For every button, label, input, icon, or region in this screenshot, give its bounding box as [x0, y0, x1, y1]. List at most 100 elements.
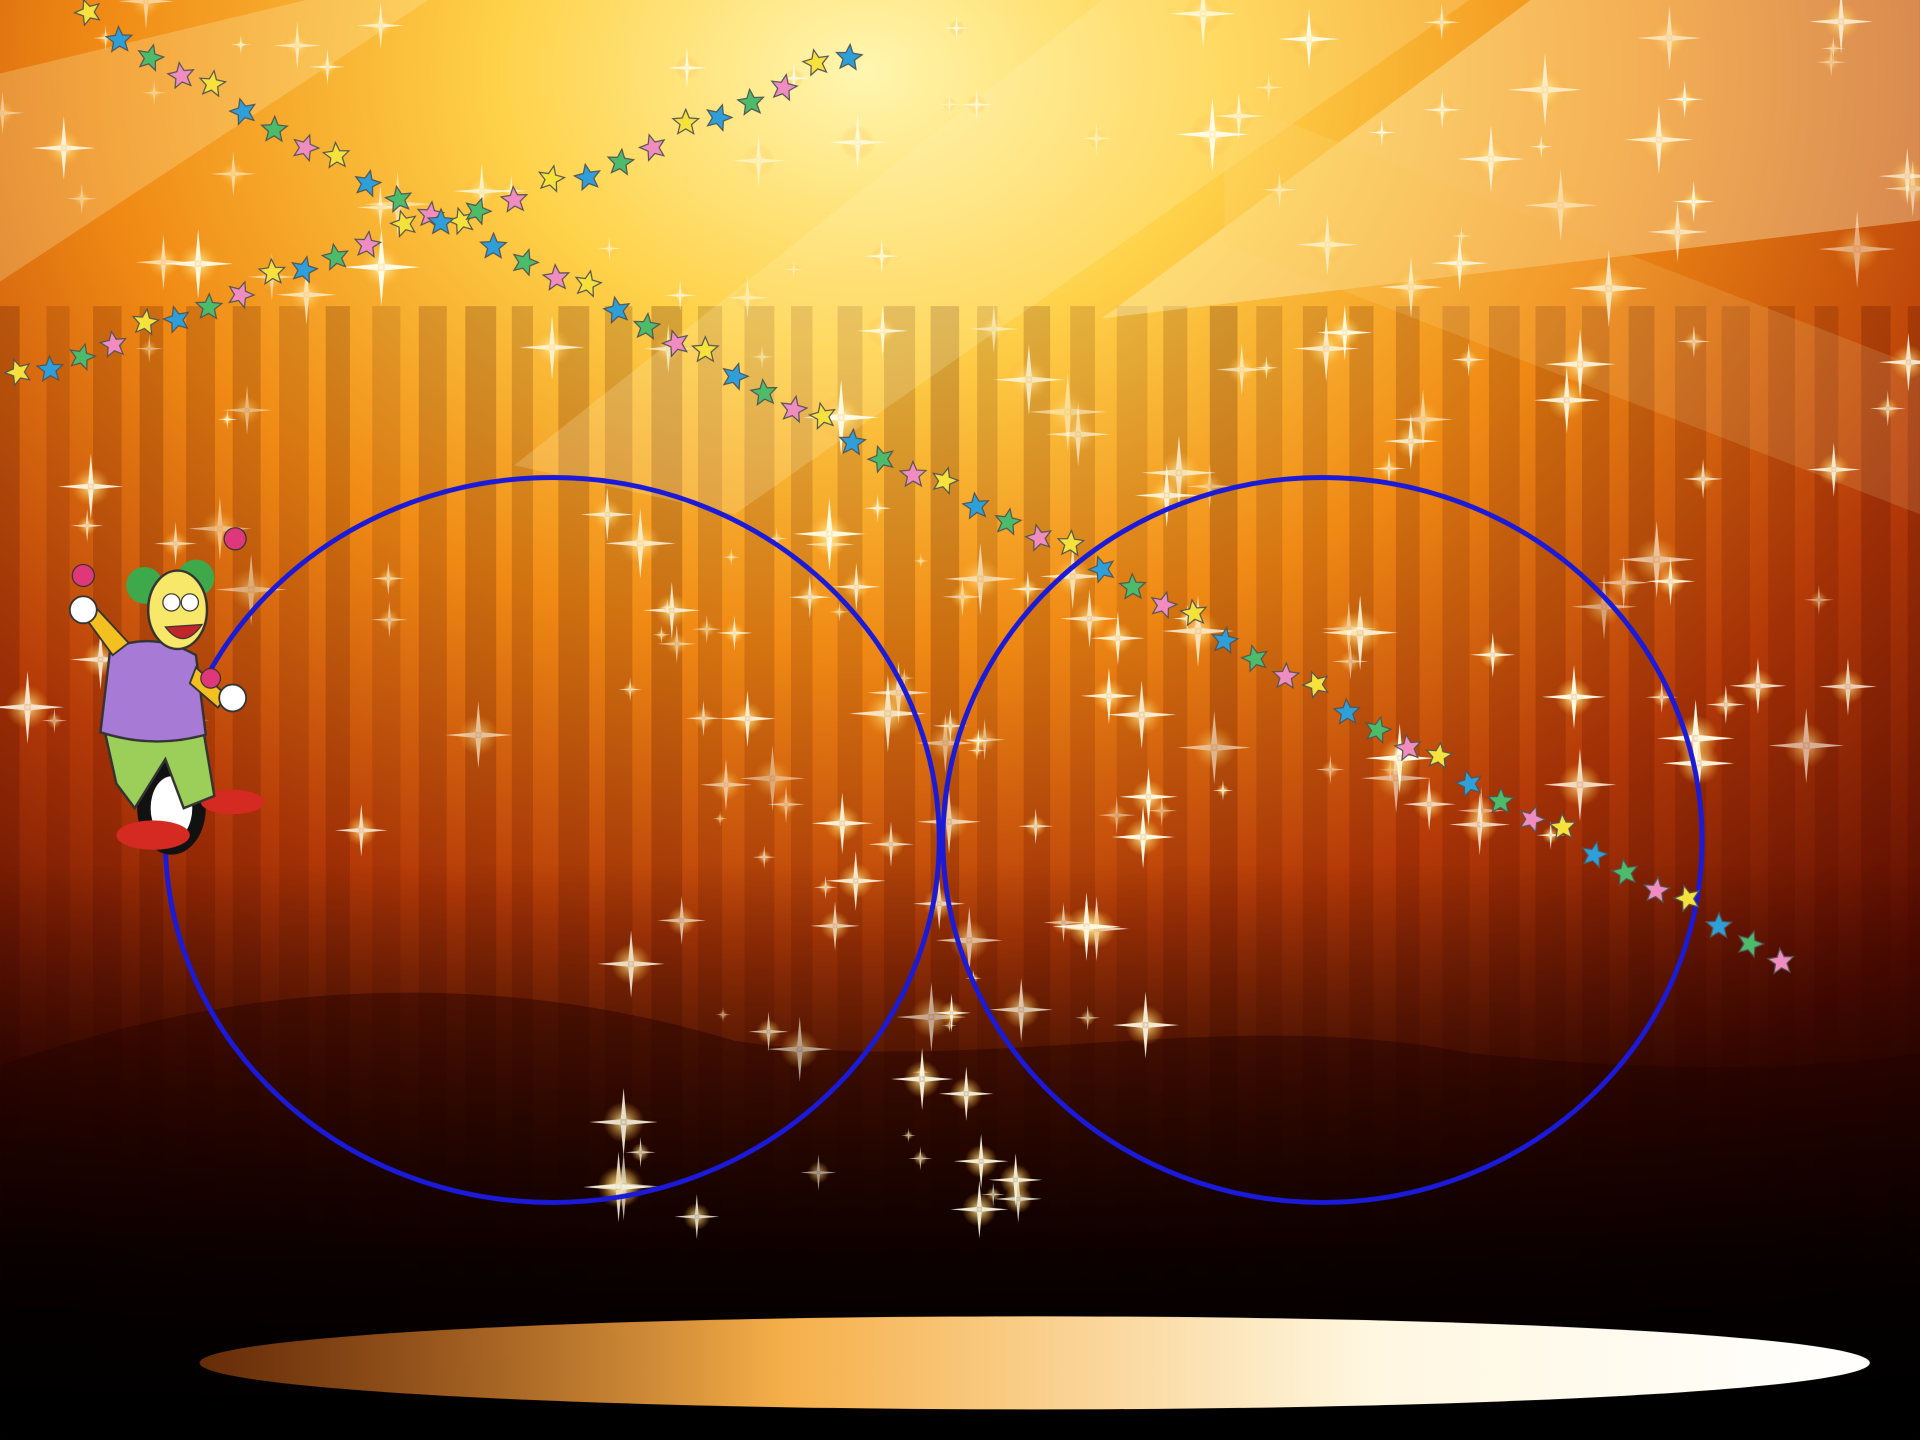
- sparkle-glow: [146, 245, 181, 280]
- sparkle-glow: [867, 315, 899, 347]
- sparkle-glow: [971, 744, 983, 757]
- sparkle-ray: [1422, 90, 1462, 130]
- sparkle-ray: [722, 548, 740, 566]
- shoe: [116, 820, 190, 850]
- sparkle-ray: [58, 453, 124, 520]
- garland-star: [1454, 769, 1483, 798]
- sparkle-glow: [1673, 88, 1696, 111]
- sparkle-glow: [366, 193, 395, 222]
- sparkle: [1254, 355, 1279, 380]
- sparkle-ray: [1212, 779, 1234, 801]
- sparkle: [829, 602, 849, 622]
- sparkle: [867, 821, 914, 868]
- sparkle-glow: [1131, 779, 1166, 815]
- garland-star: [537, 164, 567, 193]
- sparkle: [1624, 105, 1694, 175]
- sparkle-ray: [1090, 611, 1146, 666]
- sparkle-glow: [756, 1019, 781, 1044]
- sparkle-glow: [864, 690, 912, 737]
- sparkle: [1806, 442, 1861, 497]
- sparkle: [141, 80, 167, 106]
- sparkle-ray: [0, 670, 65, 744]
- sparkle: [1379, 256, 1443, 319]
- sparkle: [1111, 805, 1175, 869]
- sparkle-glow: [1542, 826, 1560, 844]
- sparkle-glow: [1105, 803, 1128, 827]
- sparkle: [1665, 80, 1704, 119]
- sparkle-ray: [1665, 80, 1704, 119]
- sparkle-glow: [840, 124, 876, 160]
- sparkle-ray: [1803, 584, 1834, 615]
- sparkle-ray: [66, 183, 98, 215]
- sparkle-ray: [969, 304, 1019, 354]
- sparkle-ray: [716, 615, 753, 651]
- sparkle: [1169, 0, 1237, 48]
- sparkle-ray: [1368, 119, 1396, 146]
- garland-star: [292, 133, 321, 163]
- sparkle: [1597, 556, 1651, 610]
- sparkle-ray: [1134, 463, 1199, 528]
- sparkle-glow: [5, 685, 50, 730]
- sparkle-ray: [222, 385, 272, 435]
- sparkle-ray: [993, 344, 1065, 416]
- sparkle-glow: [1091, 678, 1126, 713]
- sparkle-glow: [1809, 590, 1828, 609]
- mouth: [164, 623, 204, 640]
- garland-star: [194, 292, 224, 320]
- sparkle-glow: [710, 769, 742, 801]
- sparkle-glow: [1430, 98, 1454, 122]
- sparkle: [217, 409, 238, 430]
- sparkle-glow: [1833, 225, 1881, 273]
- sparkle: [1636, 5, 1702, 71]
- sparkle-glow: [692, 707, 715, 730]
- sparkle-glow: [655, 629, 667, 641]
- sparkle: [1818, 657, 1878, 716]
- sparkle-ray: [657, 624, 696, 664]
- sparkle-ray: [752, 845, 776, 869]
- sparkle-glow: [1339, 650, 1362, 673]
- sparkle-glow: [1461, 806, 1499, 844]
- sparkle-ray: [1107, 680, 1177, 750]
- garland-star: [198, 69, 228, 98]
- sparkle: [1524, 168, 1598, 242]
- garland-star: [353, 229, 383, 259]
- sparkle: [1315, 754, 1346, 785]
- sparkle: [1618, 521, 1696, 599]
- sparkle: [1768, 707, 1845, 784]
- sparkle-ray: [829, 602, 849, 622]
- sparkle-ray: [832, 562, 881, 612]
- garland-star: [994, 507, 1023, 536]
- sparkle-ray: [1039, 543, 1106, 610]
- sparkle: [0, 91, 24, 135]
- garland-star: [1581, 840, 1610, 869]
- sparkle: [210, 151, 256, 197]
- sparkle-ray: [444, 701, 513, 769]
- garland-star: [354, 168, 383, 198]
- garland-star: [932, 466, 960, 496]
- sparkle-ray: [618, 677, 642, 702]
- sparkle-glow: [662, 602, 673, 613]
- sparkle-ray: [1544, 328, 1616, 400]
- sparkle-glow: [140, 340, 158, 358]
- sparkle-ray: [1570, 573, 1638, 640]
- sparkle-glow: [970, 733, 986, 749]
- sparkle-ray: [1253, 72, 1284, 103]
- sparkle-glow: [837, 862, 874, 899]
- sparkle-ray: [135, 234, 192, 291]
- sparkle-ray: [849, 674, 927, 753]
- sparkle: [230, 34, 251, 55]
- sparkle: [657, 895, 707, 945]
- sparkle: [967, 740, 987, 761]
- sparkle: [813, 875, 838, 900]
- sparkle-glow: [913, 1151, 928, 1166]
- sparkle-ray: [1112, 991, 1179, 1059]
- sparkle: [750, 345, 774, 369]
- sparkle-ray: [953, 1133, 1009, 1189]
- sparkle-glow: [464, 174, 499, 208]
- garland-star: [1548, 812, 1577, 841]
- sparkle-glow: [755, 349, 769, 364]
- sparkle-ray: [652, 625, 671, 644]
- sparkle-ray: [1175, 97, 1250, 172]
- sparkle: [1541, 664, 1607, 730]
- sparkle-glow: [1479, 641, 1507, 669]
